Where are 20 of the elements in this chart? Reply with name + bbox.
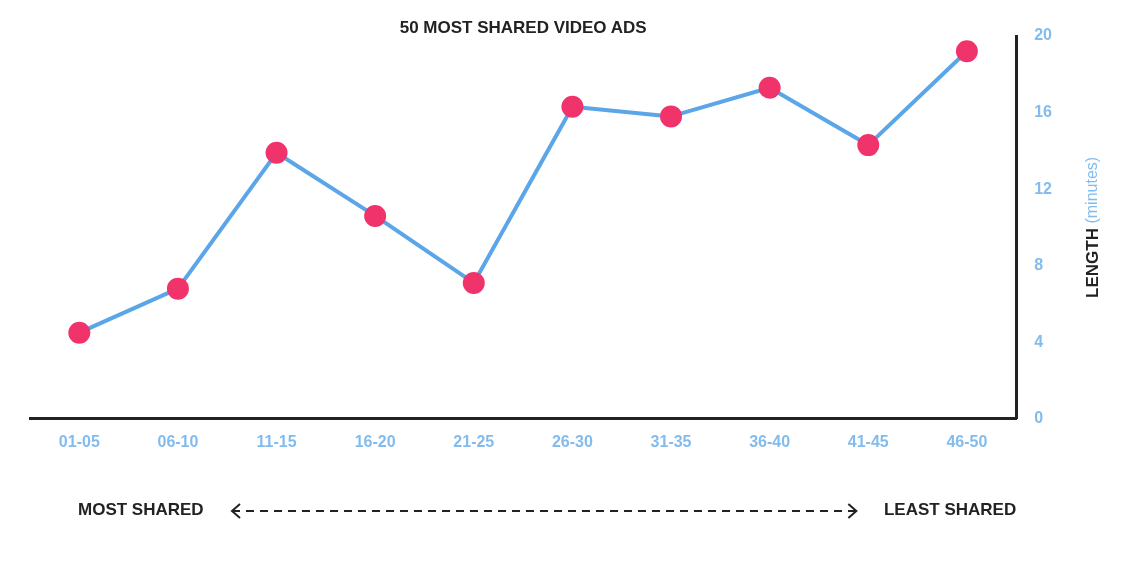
x-tick-label: 26-30 <box>551 432 593 450</box>
x-tick-label: 21-25 <box>453 432 495 450</box>
x-tick-label: 36-40 <box>749 432 791 450</box>
x-tick-label: 11-15 <box>256 432 297 450</box>
text: LEAST SHARED <box>883 500 1017 520</box>
x-tick-label: 46-50 <box>946 432 988 450</box>
y-tick-label: 0 <box>1034 409 1044 427</box>
y-axis-title: LENGTH (minutes) <box>1082 156 1102 298</box>
text: MOST SHARED <box>78 500 204 520</box>
y-tick-label: 8 <box>1034 256 1044 274</box>
y-tick-label: 20 <box>1034 26 1053 44</box>
y-tick-label: 16 <box>1034 102 1053 120</box>
x-tick-label: 06-10 <box>157 432 199 450</box>
y-tick-label: 12 <box>1034 179 1053 197</box>
x-tick-label: 16-20 <box>354 432 396 450</box>
x-tick-label: 31-35 <box>650 432 692 450</box>
x-tick-label: 01-05 <box>58 432 100 450</box>
chart-title: 50 MOST SHARED VIDEO ADS <box>399 17 647 37</box>
y-tick-label: 4 <box>1034 332 1044 350</box>
x-tick-label: 41-45 <box>847 432 889 450</box>
